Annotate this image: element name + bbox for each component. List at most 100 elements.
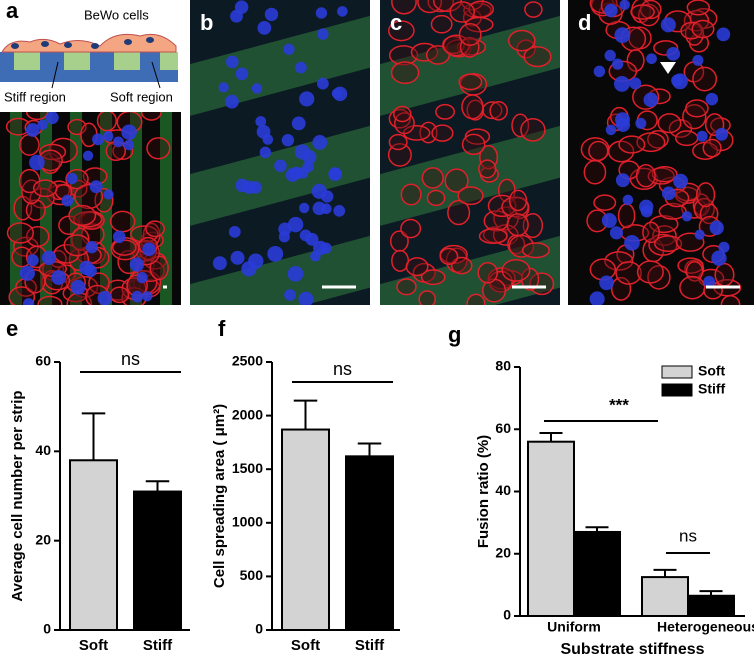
nucleus [85,241,99,254]
cell-membrane [439,247,459,265]
error-bar [699,590,723,596]
cell-membrane [96,112,117,132]
stripe [190,1,370,128]
nucleus [299,91,315,107]
cell-membrane [720,295,741,305]
micrograph [380,0,560,305]
nucleus [321,190,334,203]
cell-membrane [607,140,635,163]
nucleus [639,199,654,214]
cell-membrane [6,222,35,244]
panel-label: b [200,10,213,35]
nucleus [328,167,343,182]
nucleus [615,173,630,188]
cell-membrane [647,130,669,149]
nucleus [593,65,606,78]
y-tick-label: 500 [240,567,264,583]
nucleus [715,127,729,141]
nucleus [41,41,49,47]
arrowhead [660,62,676,74]
nucleus [696,130,708,142]
x-tick-label: Stiff [355,637,385,654]
error-bar [81,412,106,461]
nucleus [283,43,295,55]
cell-membrane [507,29,536,52]
bar [69,459,118,631]
nucleus [29,154,45,171]
cell-membrane [389,230,409,253]
nucleus [615,117,631,132]
cell-membrane [26,112,49,121]
nucleus [235,67,249,81]
cell-membrane [649,215,679,234]
nucleus [281,134,295,147]
nucleus [136,272,148,284]
cell-membrane [524,1,543,18]
stripe [190,221,370,305]
cell-membrane [458,73,483,91]
nucleus [660,17,676,33]
cell-membrane [654,235,683,253]
soft-region [14,52,40,70]
cell-membrane [508,234,535,258]
x-tick-label: Uniform [547,619,601,635]
cell-membrane [522,212,544,239]
nucleus [320,242,332,254]
nucleus [302,150,317,164]
nucleus [629,77,642,90]
cell-membrane [696,182,716,208]
nucleus [635,117,647,129]
cell-membrane [651,165,678,183]
cell-membrane [630,4,655,20]
nucleus [333,205,346,217]
nucleus [278,231,290,243]
nucleus [23,298,35,305]
cell-membrane [388,133,408,151]
nucleus [312,201,327,216]
y-tick-label: 40 [35,442,51,458]
cell-membrane [400,218,422,239]
cell-membrane [478,159,497,179]
nucleus [11,43,19,49]
cell-membrane [520,118,546,142]
nucleus [70,279,86,295]
bar [573,530,621,618]
cell-membrane [457,186,484,206]
nucleus [692,54,704,66]
nucleus [666,46,681,61]
nucleus [225,55,239,69]
cell-membrane [501,258,531,282]
y-tick-label: 1000 [232,514,263,530]
cell-membrane [449,1,475,23]
nucleus [131,290,144,303]
x-tick-label: Soft [291,637,320,654]
y-tick-label: 0 [43,621,51,637]
y-tick-label: 20 [35,531,51,547]
nucleus [605,124,617,136]
cell-membrane [450,256,473,275]
nucleus [124,39,132,45]
nucleus [19,265,35,281]
y-tick-label: 40 [495,482,511,498]
nucleus [256,124,271,139]
cell-membrane [68,204,97,226]
cell-membrane [588,140,609,162]
cell-membrane [430,14,453,34]
micrograph [190,0,370,305]
y-tick-label: 2500 [232,353,263,369]
nucleus [97,290,113,305]
cell-membrane [396,278,417,296]
nucleus [267,245,284,262]
legend-label: Stiff [698,381,726,397]
cell-membrane [140,112,162,121]
cell-membrane [604,251,634,271]
cell-membrane [506,213,529,237]
nucleus [79,260,94,276]
cell-membrane [516,39,536,59]
panel-label: a [6,0,19,23]
cell-membrane [618,135,646,154]
nucleus [129,257,145,272]
y-tick-label: 2000 [232,406,263,422]
error-bar [357,442,382,457]
nucleus [251,83,263,94]
